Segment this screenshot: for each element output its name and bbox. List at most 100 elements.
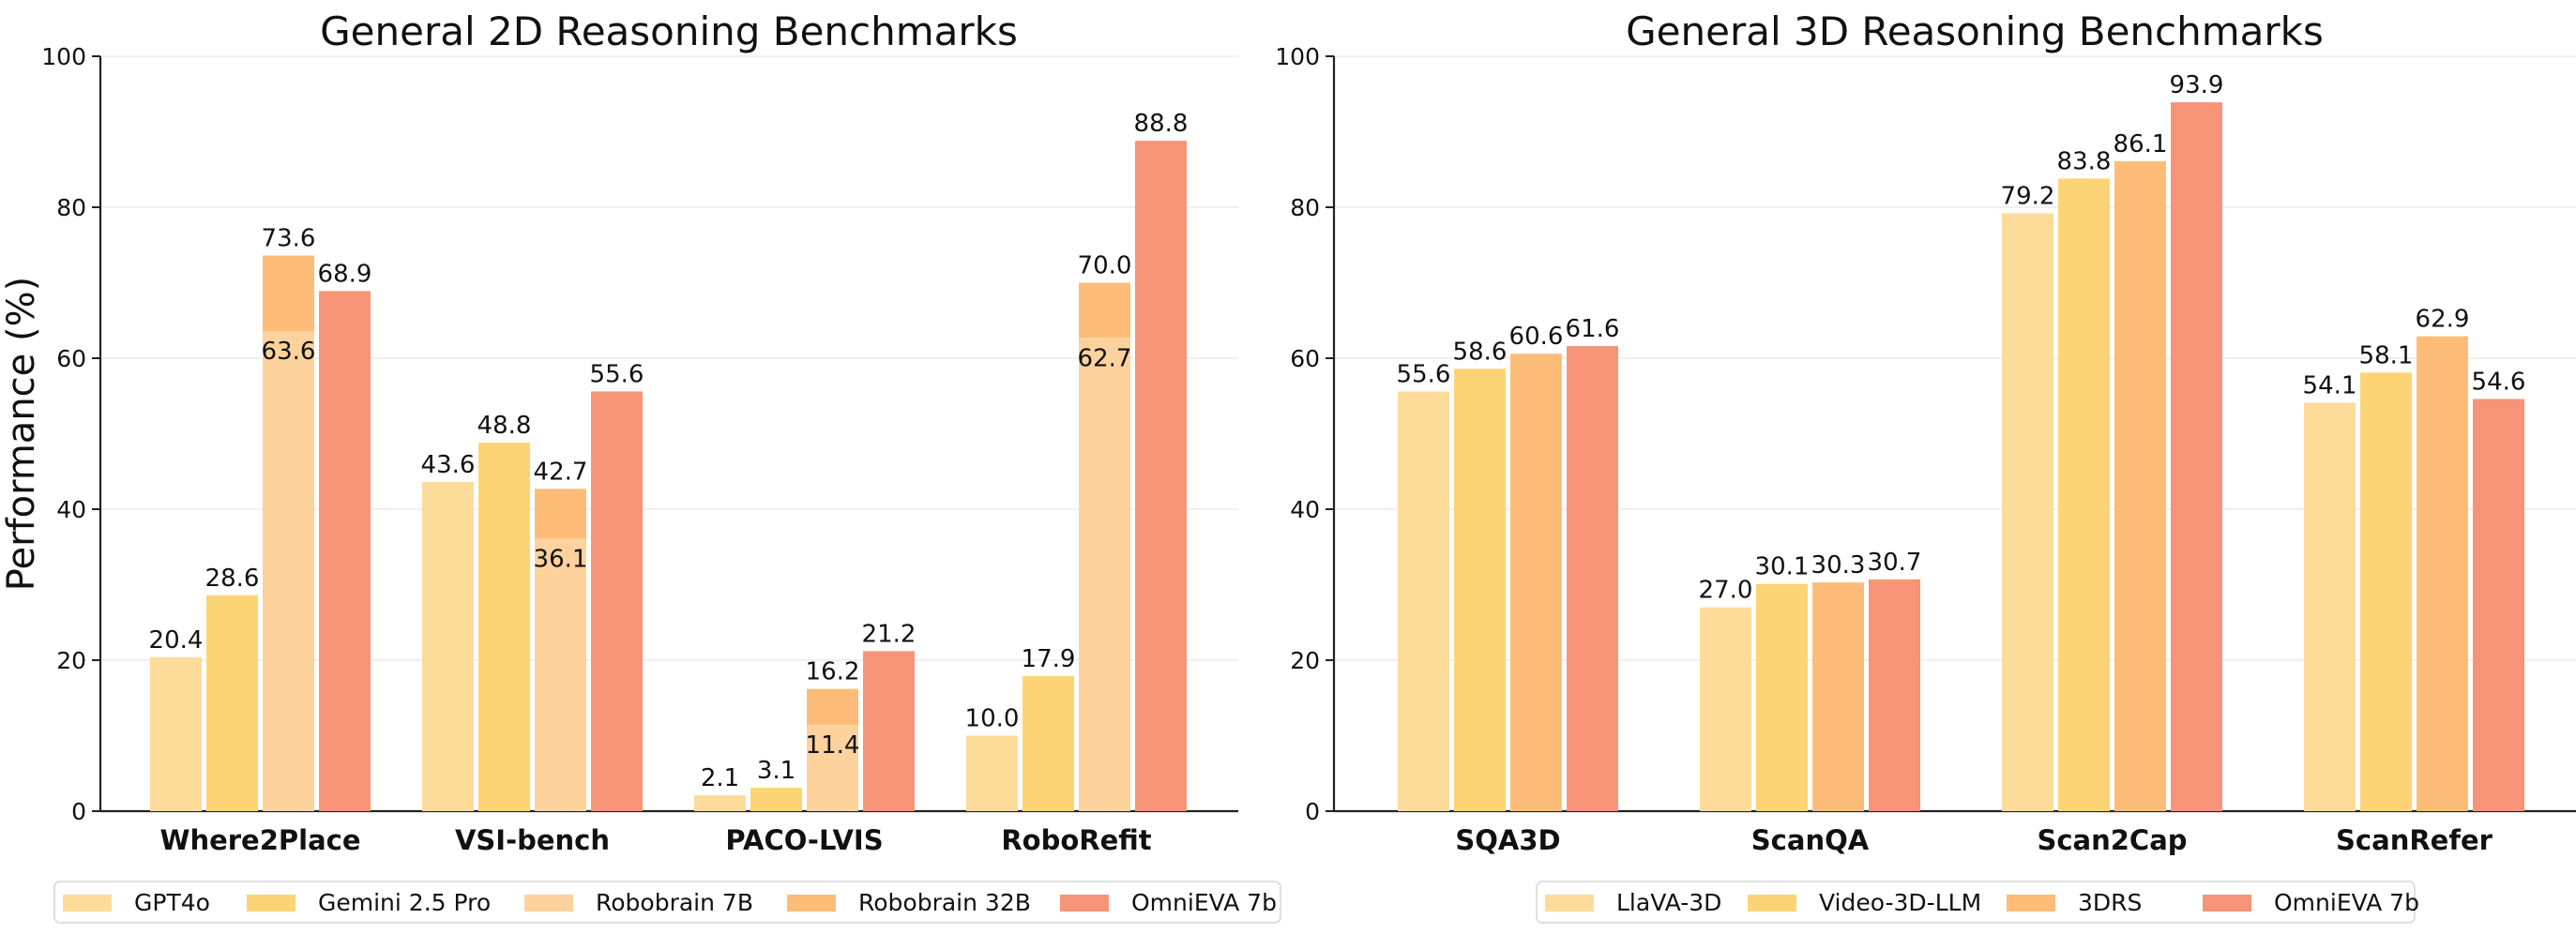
- value-label-omnieva-7b-vsi-bench: 55.6: [590, 360, 644, 388]
- value-label-omnieva-7b-paco-lvis: 21.2: [862, 620, 917, 648]
- legend-entry-3drs: 3DRS: [2078, 889, 2142, 916]
- chart1: 0 20 40 60 80 100 General 2D Reasoning Benchma…: [0, 8, 1281, 924]
- bar-omnieva-7b-sqa3d: [1567, 346, 1618, 811]
- xtick-label-sqa3d: SQA3D: [1455, 824, 1560, 856]
- bar-gemini-2-5-pro-vsi-bench: [478, 443, 530, 811]
- bar-omnieva-7b-vsi-bench: [591, 391, 643, 811]
- xtick-label-roborefit: RoboRefit: [1001, 824, 1151, 856]
- value-label-video-3d-llm-scanqa: 30.1: [1755, 553, 1810, 581]
- value-label-robobrain-7b-where2place: 63.6: [262, 338, 316, 366]
- legend-entry-omnieva-7b: OmniEVA 7b: [1131, 889, 1277, 916]
- value-label-robobrain-32b-roborefit: 70.0: [1078, 252, 1132, 280]
- bar-gpt4o-vsi-bench: [422, 482, 474, 811]
- value-label-video-3d-llm-scanrefer: 58.1: [2359, 341, 2414, 369]
- legend-swatch-robobrain-32b: [787, 895, 836, 911]
- legend-swatch-llava-3d: [1545, 895, 1594, 911]
- value-label-omnieva-7b-scan2cap: 93.9: [2170, 71, 2224, 99]
- legend-entry-gpt4o: GPT4o: [134, 889, 210, 916]
- legend-swatch-omnieva-7b: [2203, 895, 2251, 911]
- chart1-ytick-label: 80: [56, 194, 86, 221]
- value-label-llava-3d-scan2cap: 79.2: [2001, 182, 2055, 210]
- value-label-omnieva-7b-where2place: 68.9: [318, 260, 372, 288]
- bar-llava-3d-scanqa: [1700, 607, 1751, 811]
- legend-entry-video-3d-llm: Video-3D-LLM: [1819, 889, 1981, 916]
- value-label-gemini-2-5-pro-roborefit: 17.9: [1022, 645, 1076, 673]
- value-label-video-3d-llm-scan2cap: 83.8: [2057, 147, 2112, 175]
- legend-entry-robobrain-7b: Robobrain 7B: [596, 889, 753, 916]
- chart1-title: General 2D Reasoning Benchmarks: [320, 8, 1018, 54]
- chart2-legend: LlaVA-3D Video-3D-LLM 3DRS OmniEVA 7b: [1536, 881, 2419, 924]
- value-label-gemini-2-5-pro-where2place: 28.6: [205, 565, 260, 593]
- chart2-ytick-label: 20: [1290, 647, 1320, 674]
- legend-swatch-gpt4o: [63, 895, 112, 911]
- value-label-gpt4o-paco-lvis: 2.1: [701, 764, 739, 792]
- value-label-robobrain-32b-where2place: 73.6: [262, 225, 316, 253]
- value-label-omnieva-7b-roborefit: 88.8: [1134, 110, 1189, 138]
- bar-omnieva-7b-scan2cap: [2171, 102, 2222, 812]
- bar-video-3d-llm-scanqa: [1756, 583, 1808, 811]
- value-label-gemini-2-5-pro-paco-lvis: 3.1: [757, 757, 796, 785]
- bar-robobrain-32b-where2place: [263, 255, 314, 332]
- bar-3drs-scan2cap: [2114, 160, 2166, 811]
- chart1-y-axis-label: Performance (%): [0, 277, 43, 591]
- bar-gpt4o-paco-lvis: [694, 795, 746, 811]
- bar-gemini-2-5-pro-paco-lvis: [750, 788, 802, 811]
- value-label-3drs-scanrefer: 62.9: [2416, 306, 2470, 334]
- legend-swatch-gemini-2-5-pro: [247, 895, 295, 911]
- chart1-ytick-label: 0: [71, 798, 86, 825]
- chart1-legend-box: [53, 881, 1281, 924]
- xtick-label-scanqa: ScanQA: [1751, 824, 1870, 856]
- bar-3drs-sqa3d: [1510, 354, 1562, 811]
- bar-video-3d-llm-scan2cap: [2058, 178, 2110, 811]
- legend-entry-gemini-2-5-pro: Gemini 2.5 Pro: [318, 889, 491, 916]
- value-label-omnieva-7b-scanrefer: 54.6: [2472, 368, 2526, 396]
- legend-entry-omnieva-7b: OmniEVA 7b: [2274, 889, 2419, 916]
- value-label-robobrain-7b-vsi-bench: 36.1: [534, 545, 588, 573]
- chart2-ytick-label: 100: [1275, 43, 1320, 70]
- bar-omnieva-7b-where2place: [319, 291, 371, 812]
- bar-gpt4o-roborefit: [966, 735, 1018, 811]
- bar-3drs-scanrefer: [2417, 336, 2468, 811]
- bar-video-3d-llm-sqa3d: [1454, 369, 1506, 811]
- legend-swatch-robobrain-7b: [524, 895, 573, 911]
- chart2-ytick-label: 0: [1305, 798, 1320, 825]
- bar-llava-3d-sqa3d: [1398, 391, 1449, 811]
- bar-robobrain-32b-paco-lvis: [807, 688, 858, 726]
- bar-3drs-scanqa: [1812, 582, 1864, 811]
- chart2: 0 20 40 60 80 100 General 3D Reasoning Benchma…: [1275, 8, 2576, 924]
- xtick-label-paco-lvis: PACO-LVIS: [725, 824, 883, 856]
- bar-robobrain-7b-where2place: [263, 331, 314, 811]
- bar-omnieva-7b-roborefit: [1135, 141, 1187, 811]
- value-label-3drs-sqa3d: 60.6: [1509, 323, 1564, 351]
- bar-video-3d-llm-scanrefer: [2360, 372, 2412, 811]
- chart2-ytick-label: 60: [1290, 345, 1320, 372]
- bar-robobrain-7b-roborefit: [1079, 338, 1130, 811]
- xtick-label-where2place: Where2Place: [159, 824, 360, 856]
- chart2-legend-box: [1536, 881, 2416, 924]
- legend-entry-llava-3d: LlaVA-3D: [1616, 889, 1721, 916]
- chart1-legend: GPT4o Gemini 2.5 Pro Robobrain 7B Robobrain…: [53, 881, 1281, 924]
- value-label-gpt4o-vsi-bench: 43.6: [421, 451, 476, 479]
- value-label-video-3d-llm-sqa3d: 58.6: [1453, 338, 1508, 366]
- xtick-label-vsi-bench: VSI-bench: [455, 824, 610, 856]
- legend-swatch-omnieva-7b: [1060, 895, 1109, 911]
- value-label-3drs-scanqa: 30.3: [1811, 551, 1866, 580]
- legend-swatch-3drs: [2007, 895, 2055, 911]
- chart1-ytick-label: 100: [41, 43, 86, 70]
- xtick-label-scan2cap: Scan2Cap: [2037, 824, 2187, 856]
- value-label-llava-3d-scanrefer: 54.1: [2303, 371, 2357, 399]
- value-label-3drs-scan2cap: 86.1: [2114, 130, 2168, 158]
- bar-gemini-2-5-pro-where2place: [206, 595, 258, 811]
- bar-llava-3d-scanrefer: [2304, 402, 2356, 811]
- value-label-robobrain-7b-paco-lvis: 11.4: [806, 731, 860, 760]
- value-label-robobrain-32b-vsi-bench: 42.7: [534, 458, 588, 486]
- legend-entry-robobrain-32b: Robobrain 32B: [858, 889, 1031, 916]
- value-label-gpt4o-where2place: 20.4: [149, 626, 204, 655]
- xtick-label-scanrefer: ScanRefer: [2336, 824, 2493, 856]
- bar-gpt4o-where2place: [150, 656, 202, 811]
- chart2-title: General 3D Reasoning Benchmarks: [1626, 8, 2324, 54]
- bar-llava-3d-scan2cap: [2002, 213, 2053, 811]
- legend-swatch-video-3d-llm: [1748, 895, 1796, 911]
- chart1-ytick-label: 40: [56, 496, 86, 523]
- bar-robobrain-7b-paco-lvis: [807, 725, 858, 811]
